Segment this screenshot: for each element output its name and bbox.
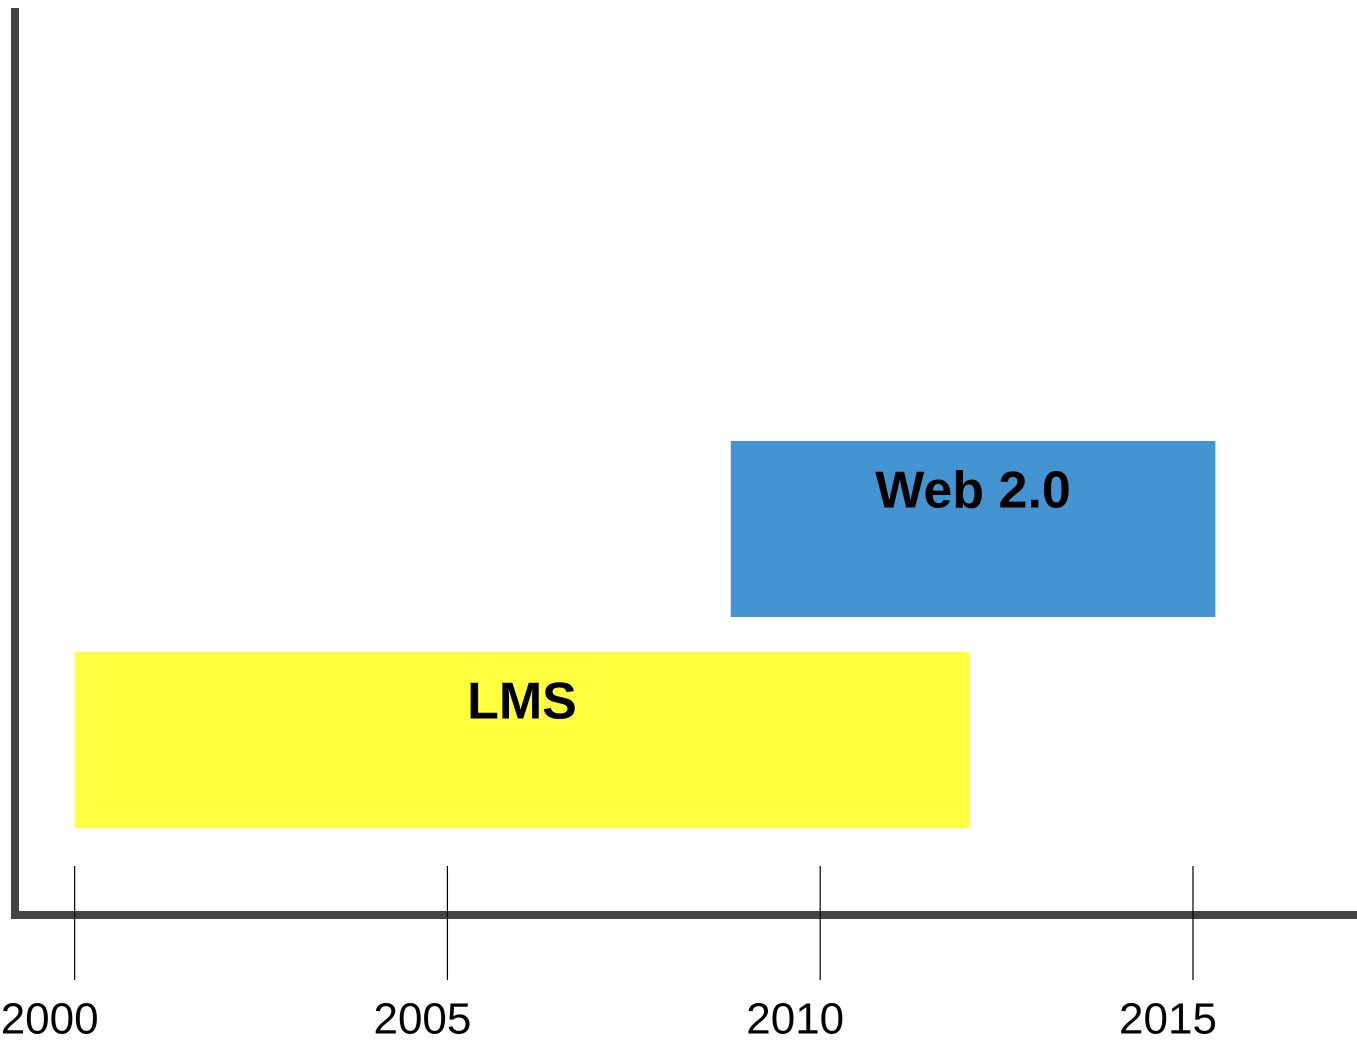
bar-label: LMS [467,673,577,731]
bar-label: Web 2.0 [875,462,1071,520]
x-tick-label: 2015 [1119,995,1217,1043]
x-tick-label: 2005 [373,995,471,1043]
timeline-bar [730,441,1216,617]
x-tick-label: 2000 [1,995,99,1043]
x-tick-label: 2010 [746,995,844,1043]
timeline-bar [74,652,970,828]
